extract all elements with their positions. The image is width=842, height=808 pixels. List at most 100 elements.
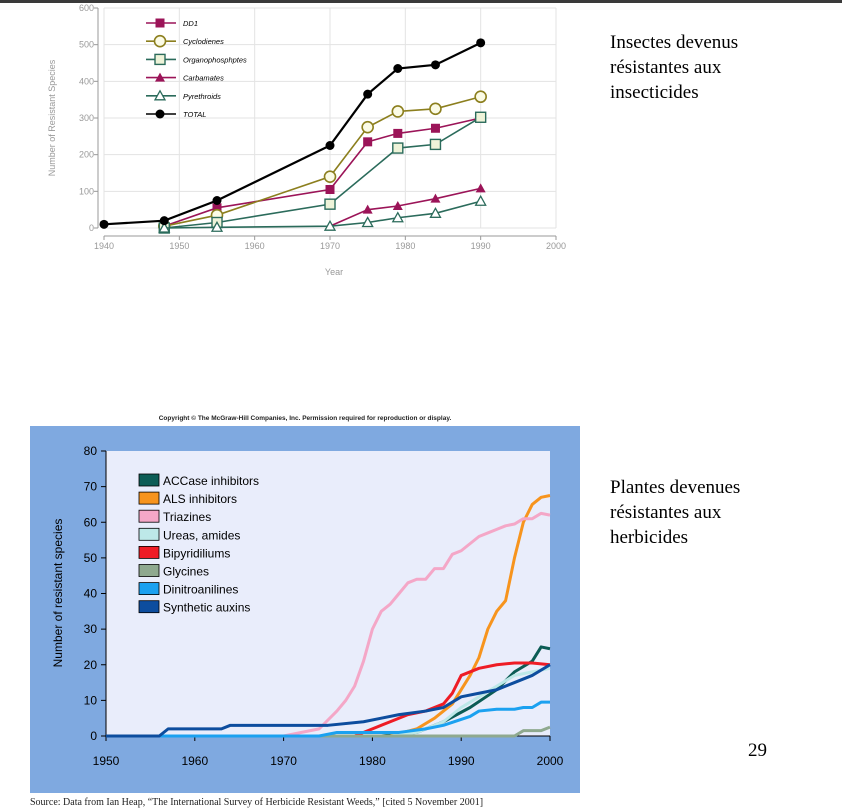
chart1-legend-marker [155, 72, 165, 82]
chart1-data-point [391, 211, 404, 223]
page-number: 29 [748, 740, 767, 761]
chart2-series-line [106, 494, 551, 738]
chart2-y-tick-label: 10 [84, 693, 98, 707]
chart1-x-axis-label: Year [325, 267, 343, 277]
chart1-data-point [362, 204, 373, 214]
chart2-legend: ACCase inhibitors ALS inhibitors Triazines… [138, 473, 259, 615]
chart1-x-tick-label: 1970 [320, 241, 340, 251]
chart2-legend-swatch [138, 564, 160, 577]
chart1-y-tick-label: 300 [79, 113, 94, 123]
chart1-y-tick-label: 600 [79, 3, 94, 13]
chart2-legend-label: ACCase inhibitors [163, 474, 259, 488]
chart1-data-point [430, 60, 440, 70]
caption-line: insecticides [610, 82, 699, 103]
chart1-legend-marker [155, 18, 165, 28]
chart1-data-point [361, 216, 374, 228]
chart1-data-point [429, 102, 442, 116]
chart2-legend-label: Glycines [163, 565, 209, 579]
chart1-data-point [392, 201, 403, 210]
chart2-series-line [106, 663, 551, 738]
chart2-legend-label: Ureas, amides [163, 528, 240, 542]
chart2-x-tick-label: 1970 [270, 754, 297, 768]
chart1-data-point [429, 206, 442, 218]
chart1-data-point [474, 194, 487, 206]
chart1-data-point [323, 170, 337, 183]
chart1-data-point [475, 183, 486, 193]
chart1-axes: 0 100 200 300 400 500 600 1940 1950 1960 1970 1980 1… [79, 3, 566, 251]
chart1-legend-label: Organophosphptes [183, 55, 247, 64]
chart1-data-point [212, 203, 222, 213]
chart2-y-tick-label: 50 [84, 551, 98, 565]
chart1-x-tick-label: 1960 [245, 241, 265, 251]
chart1-data-point [393, 128, 403, 138]
chart2-x-tick-label: 1950 [93, 754, 120, 768]
chart1-data-point [212, 196, 222, 205]
chart2-legend-label: Dinitroanilines [163, 583, 238, 597]
insecticide-caption: Insectes devenus résistantes aux insecti… [610, 30, 738, 105]
chart2-y-tick-label: 40 [84, 587, 98, 601]
chart2-x-tick-label: 2000 [537, 754, 564, 768]
window-top-border [0, 0, 842, 3]
chart1-data-point [361, 120, 374, 134]
chart2-series-line [106, 666, 551, 738]
chart1-y-tick-label: 400 [79, 76, 94, 86]
chart1-legend-label: TOTAL [183, 110, 206, 119]
chart2-y-tick-label: 70 [84, 480, 98, 494]
chart2-legend-label: Synthetic auxins [163, 601, 250, 615]
chart1-y-axis-label: Number of Resistant Species [47, 59, 57, 176]
chart1-legend-label: Pyrethroids [183, 92, 221, 101]
chart1-data-point [325, 185, 335, 194]
chart2-y-tick-label: 80 [84, 444, 98, 458]
chart1-y-tick-label: 0 [89, 223, 94, 233]
chart1-y-tick-label: 100 [79, 186, 94, 196]
chart1-data-point [158, 221, 171, 233]
chart1-legend-marker [153, 34, 167, 48]
chart2-plot-area [106, 451, 550, 736]
chart1-legend-label: Carbamates [183, 74, 224, 83]
chart1-series [99, 38, 487, 234]
caption-line: résistantes aux [610, 502, 722, 523]
chart2-legend-swatch [138, 600, 160, 614]
source-citation: Source: Data from Ian Heap, “The Interna… [30, 797, 484, 808]
chart1-x-tick-label: 1950 [169, 241, 189, 251]
chart2-x-tick-label: 1960 [181, 754, 208, 768]
chart1-data-point [474, 111, 487, 123]
chart2-series-line [106, 700, 550, 738]
chart2-legend-swatch [138, 491, 160, 505]
chart1-y-tick-label: 200 [79, 150, 94, 160]
chart1-legend: DD1 Cyclodienes Organophosphptes Carbamates… [146, 18, 247, 119]
chart2-legend-swatch [138, 473, 160, 487]
chart2-series-line [106, 511, 551, 738]
chart2-legend-label: Bipyridiliums [163, 546, 230, 560]
chart1-legend-marker [154, 53, 166, 66]
chart1-legend-label: Cyclodienes [183, 37, 224, 46]
chart1-data-point [363, 137, 373, 147]
chart2-legend-swatch [138, 546, 160, 559]
chart1-legend-label: DD1 [183, 19, 198, 28]
chart1-series-line [103, 41, 482, 226]
chart2-y-axis-label: Number of resistant species [51, 519, 65, 668]
chart2-legend-label: Triazines [163, 510, 211, 524]
caption-line: résistantes aux [610, 57, 722, 78]
chart1-legend-marker [153, 89, 167, 101]
chart1-data-point [393, 64, 403, 73]
chart1-series-line [164, 116, 482, 229]
chart1-legend-marker [155, 109, 165, 119]
chart2-legend-swatch [138, 582, 160, 595]
chart1-data-point [474, 90, 487, 104]
caption-line: Plantes devenues [610, 477, 741, 498]
chart1-data-point [392, 142, 404, 154]
chart1-x-tick-label: 2000 [546, 241, 566, 251]
copyright-notice: Copyright © The McGraw-Hill Companies, I… [158, 415, 452, 422]
chart1-data-point [476, 38, 486, 48]
chart1-data-point [430, 123, 440, 133]
chart2-series [106, 494, 551, 738]
chart2-legend-swatch [138, 509, 160, 523]
chart1-data-point [429, 138, 442, 151]
chart2-legend-label: ALS inhibitors [163, 492, 237, 506]
chart1-y-tick-label: 500 [79, 40, 94, 50]
chart2-series-line [106, 725, 551, 738]
chart1-data-point [325, 141, 335, 150]
